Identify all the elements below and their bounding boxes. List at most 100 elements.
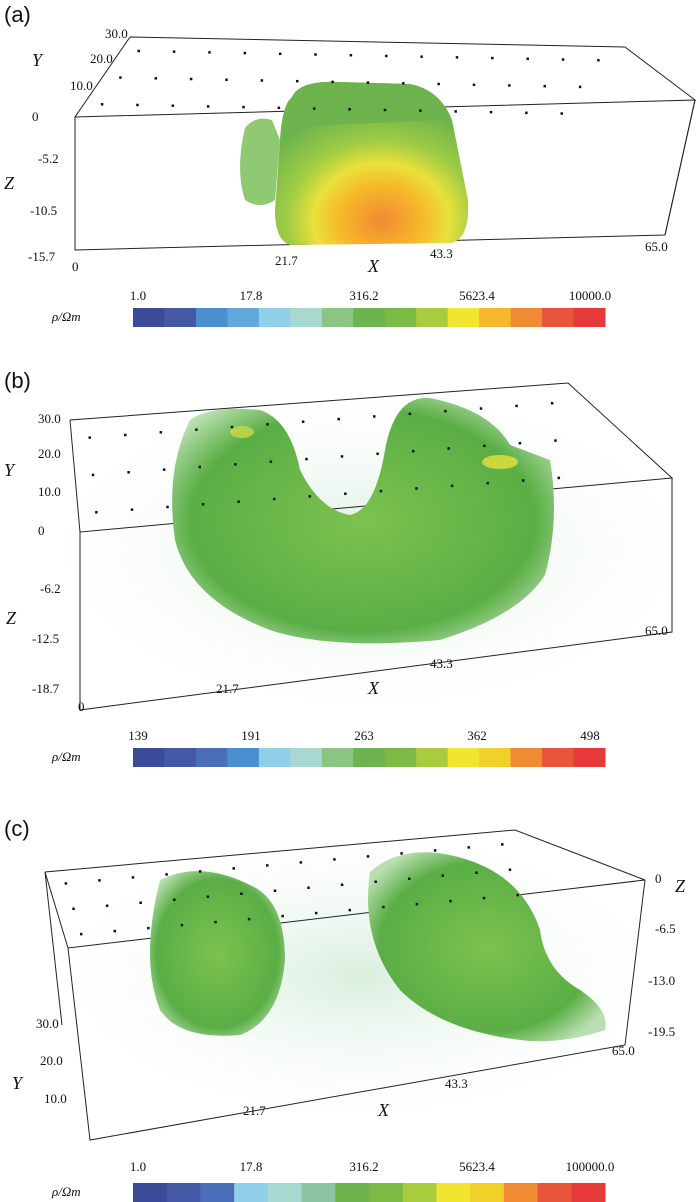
box-edge [67, 879, 646, 1141]
colorbar-tick-label: 191 [241, 728, 261, 743]
grid-dot [131, 876, 135, 879]
colorbar-segment [133, 1183, 168, 1202]
x-tick-label: 21.7 [275, 253, 298, 268]
grid-dot [307, 886, 310, 889]
colorbar-segment [195, 748, 228, 767]
grid-dot [419, 109, 422, 112]
z-tick-label: -13.0 [648, 973, 675, 988]
grid-dot [366, 81, 370, 84]
y-tick-label: 30.0 [36, 1016, 59, 1031]
grid-dot [437, 82, 440, 86]
colorbar-segment [447, 748, 480, 767]
z-tick-label: 0 [655, 871, 662, 886]
box-edge [664, 99, 696, 236]
anomaly-body [172, 397, 554, 644]
grid-dot [450, 484, 454, 488]
grid-dot [382, 905, 385, 909]
grid-dot [455, 56, 459, 59]
colorbar-segment [436, 1183, 471, 1202]
panel-a: (a) 30.0 20.0 10.0 0 -5.2 -10.5 -15.7 0 … [4, 2, 697, 276]
colorbar-segment [542, 748, 575, 767]
panel-label: (c) [4, 816, 30, 841]
colorbar-segment [573, 748, 606, 767]
grid-dot [475, 871, 478, 874]
colorbar-segment [133, 308, 165, 327]
box-edge [79, 478, 673, 711]
grid-dot [243, 51, 247, 55]
z-axis-label: Z [4, 173, 15, 193]
colorbar-tick-label: 316.2 [349, 288, 378, 303]
colorbar-segment [470, 1183, 505, 1202]
grid-dot [88, 436, 91, 439]
grid-dot [400, 852, 403, 855]
z-tick-label: -6.5 [655, 921, 676, 936]
grid-dot [333, 858, 336, 861]
colorbar-segment [353, 748, 386, 767]
colorbar-segment [321, 748, 354, 767]
y-tick-label: 30.0 [105, 26, 128, 41]
y-axis-label: Y [12, 1073, 24, 1093]
colorbar-segment [267, 1183, 303, 1202]
grid-dot [447, 447, 450, 450]
grid-dot [139, 901, 142, 904]
grid-dot [501, 843, 504, 846]
grid-dot [557, 476, 561, 480]
grid-dot [301, 420, 305, 423]
panel-label: (a) [4, 2, 31, 27]
grid-dot [373, 415, 376, 418]
grid-dot [100, 103, 104, 106]
grid-dot [72, 907, 75, 910]
grid-dot [124, 433, 127, 437]
grid-dot [415, 902, 419, 906]
grid-dot [331, 80, 334, 84]
grid-dot [483, 444, 486, 448]
grid-dot [408, 877, 411, 880]
colorbar-segment [335, 1183, 370, 1202]
grid-dot [136, 103, 139, 107]
y-tick-label: 20.0 [90, 51, 113, 66]
grid-dot [278, 52, 282, 56]
grid-dot [260, 79, 264, 82]
grid-dot [308, 495, 312, 498]
panel-label: (b) [4, 368, 31, 393]
grid-dot [171, 104, 175, 107]
grid-dot [383, 108, 387, 112]
colorbar-segment [195, 308, 228, 327]
colorbar-segment [290, 308, 323, 327]
grid-dot [344, 492, 347, 496]
grid-dot [550, 401, 554, 405]
grid-dot [444, 409, 447, 413]
grid-dot [479, 407, 483, 410]
grid-dot [234, 463, 237, 466]
x-tick-label: 65.0 [612, 1043, 635, 1058]
grid-dot [340, 455, 344, 458]
grid-dot [561, 58, 565, 61]
grid-dot [130, 508, 134, 511]
box-edge [44, 871, 63, 1026]
grid-dot [449, 899, 452, 903]
grid-dot [560, 112, 563, 115]
grid-dot [491, 56, 494, 60]
grid-dot [554, 439, 557, 442]
colorbar-segment [402, 1183, 437, 1202]
grid-dot [415, 487, 418, 490]
grid-dot [127, 471, 130, 474]
x-tick-label: 0 [72, 259, 79, 274]
grid-dot [172, 50, 176, 53]
colorbar-segment [369, 1183, 404, 1202]
grid-dot [379, 489, 383, 493]
grid-dot [113, 929, 117, 933]
x-tick-label: 21.7 [243, 1103, 266, 1118]
grid-dot [166, 505, 169, 509]
colorbar-tick-label: 17.8 [240, 1159, 263, 1174]
grid-dot [79, 932, 83, 936]
colorbar-segment [384, 308, 417, 327]
grid-dot [472, 83, 476, 86]
z-tick-label: 0 [32, 109, 39, 124]
grid-dot [486, 481, 489, 485]
colorbar-segment [416, 308, 449, 327]
grid-dot [489, 110, 493, 114]
grid-dot [225, 78, 228, 81]
colorbar-segment [301, 1183, 336, 1202]
